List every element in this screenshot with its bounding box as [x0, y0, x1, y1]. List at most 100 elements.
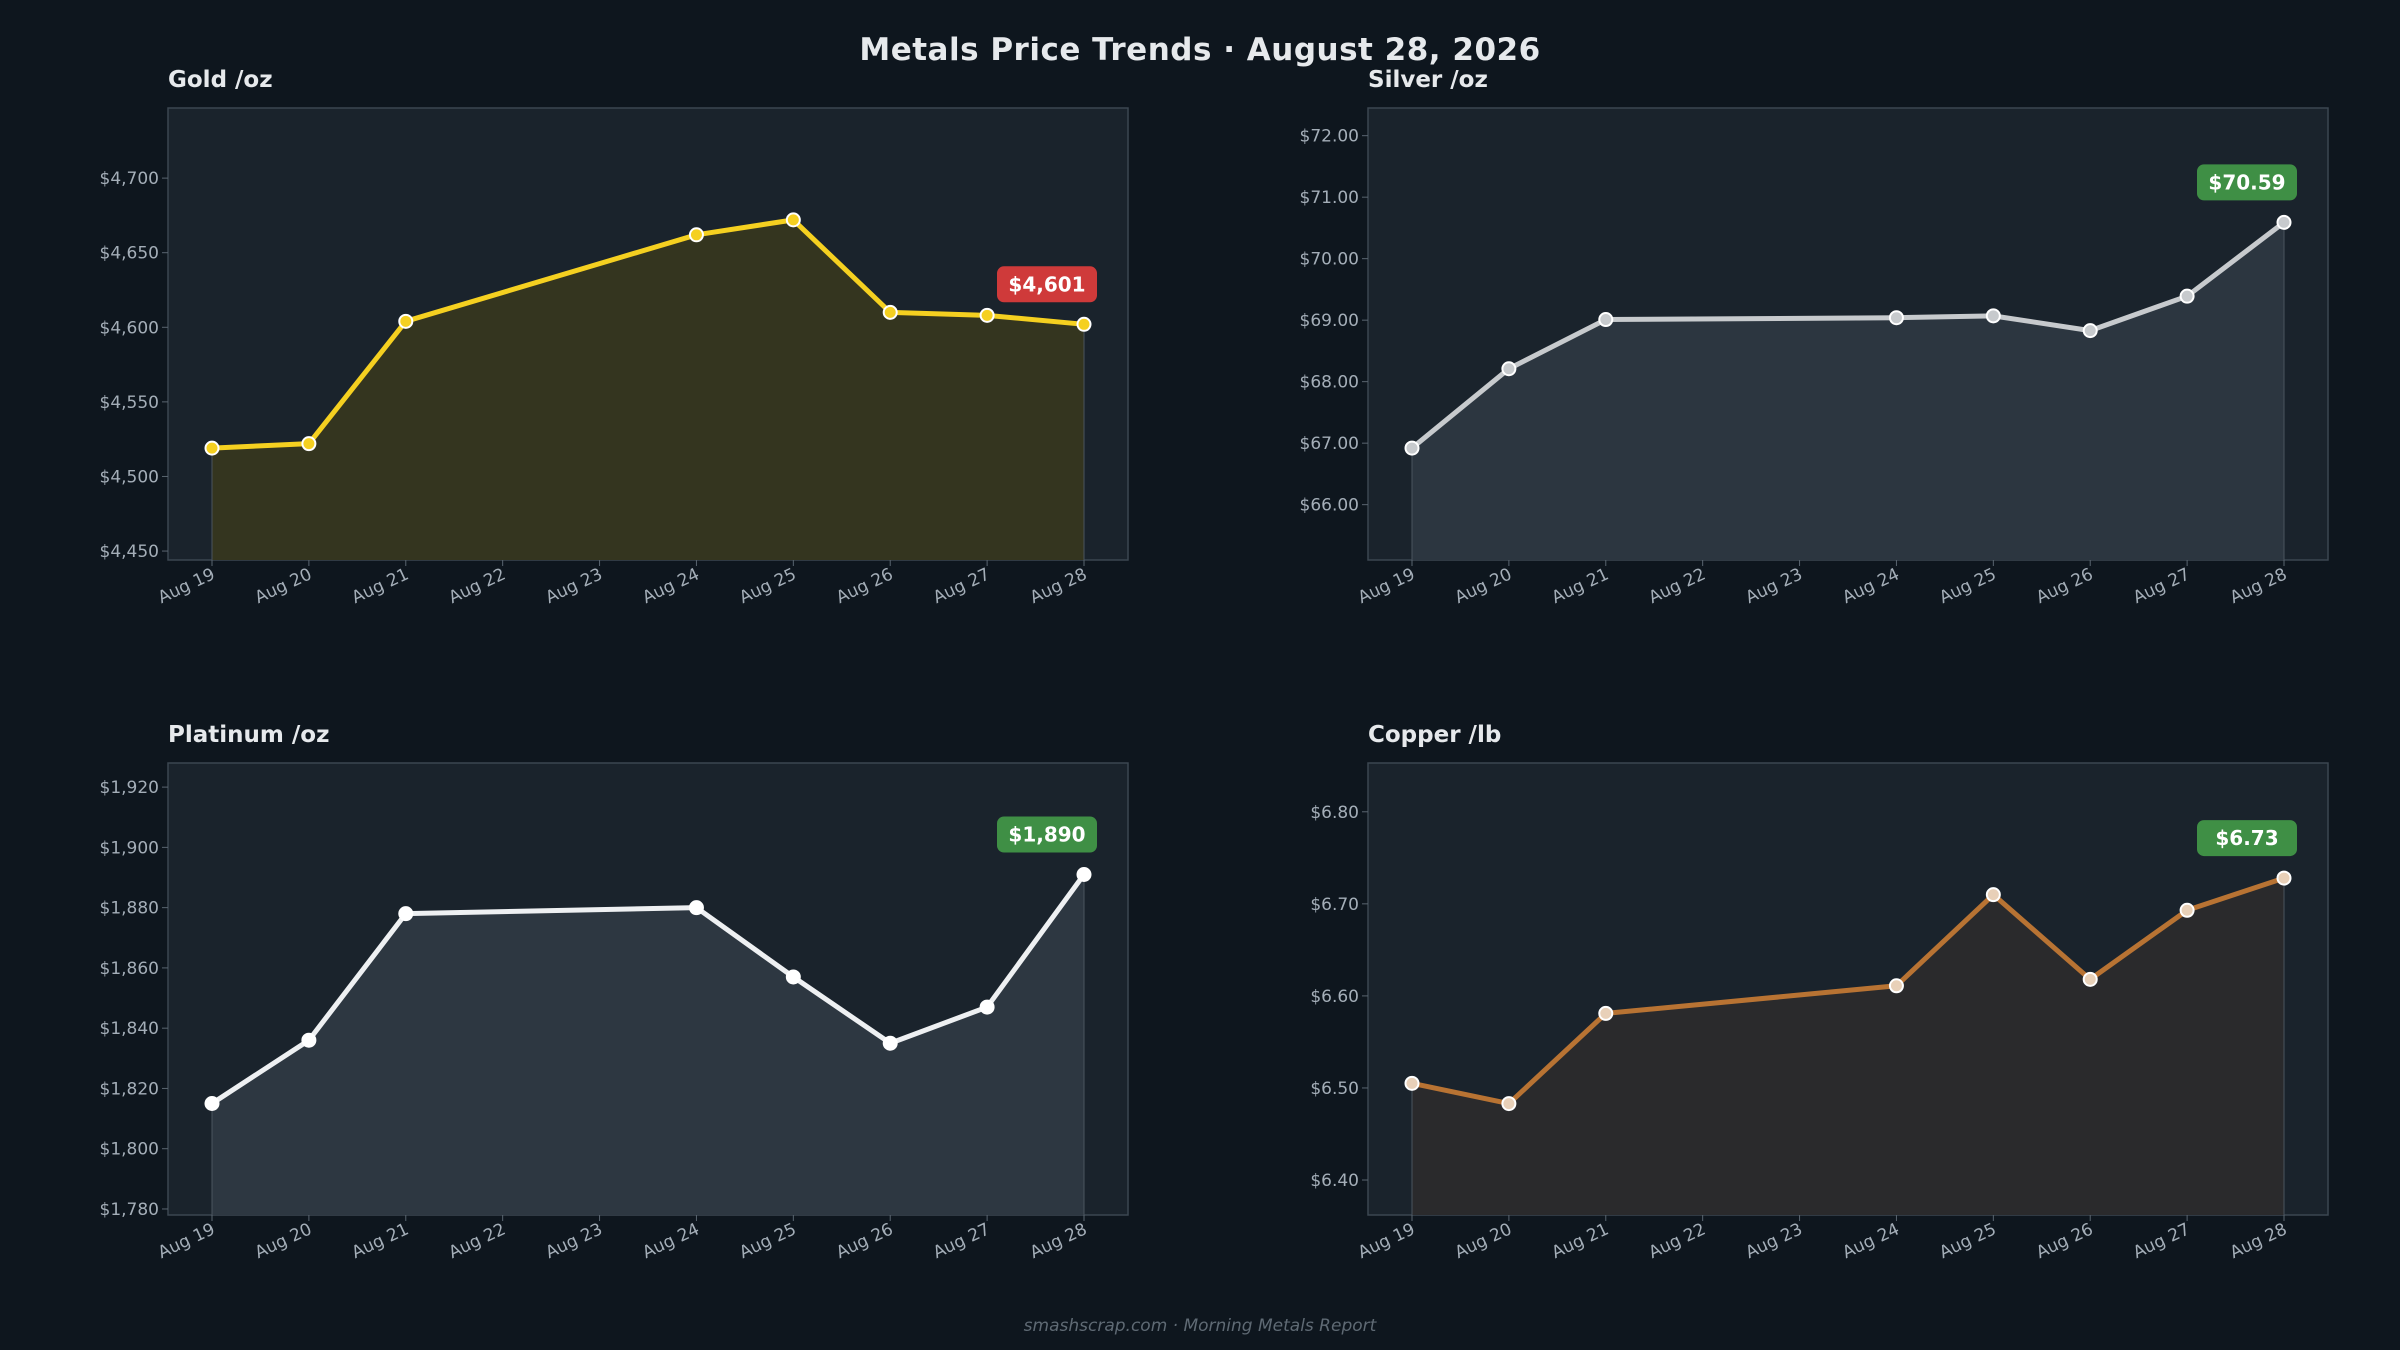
y-tick-label: $6.70 — [1310, 895, 1359, 915]
x-tick-label: Aug 20 — [1452, 564, 1515, 608]
data-point — [1076, 316, 1092, 332]
data-point — [1404, 1075, 1420, 1091]
y-tick-label: $6.40 — [1310, 1171, 1359, 1191]
x-tick-label: Aug 28 — [2227, 1219, 2290, 1263]
y-tick-label: $1,780 — [100, 1200, 159, 1220]
series-area — [212, 874, 1084, 1215]
y-tick-label: $67.00 — [1300, 434, 1359, 454]
x-tick-label: Aug 20 — [252, 1219, 315, 1263]
x-tick-label: Aug 23 — [1743, 1219, 1806, 1263]
data-point — [882, 304, 898, 320]
y-tick-label: $1,920 — [100, 778, 159, 798]
x-tick-label: Aug 22 — [1646, 1219, 1709, 1263]
data-point — [301, 436, 317, 452]
x-tick-label: Aug 28 — [1027, 564, 1090, 608]
x-tick-label: Aug 27 — [2130, 564, 2193, 608]
data-point — [688, 900, 704, 916]
x-tick-label: Aug 25 — [736, 564, 799, 608]
x-tick-label: Aug 21 — [349, 1219, 412, 1263]
series-line — [209, 871, 1087, 1107]
x-tick-label: Aug 19 — [155, 564, 218, 608]
price-badge — [2197, 164, 2297, 201]
x-tick-label: Aug 19 — [1355, 564, 1418, 608]
x-tick-label: Aug 27 — [930, 564, 993, 608]
data-point — [2082, 323, 2098, 339]
x-tick-label: Aug 20 — [252, 564, 315, 608]
price-badge-label: $1,890 — [1008, 822, 1085, 846]
data-point — [2276, 214, 2292, 230]
x-tick-label: Aug 24 — [1840, 1219, 1903, 1263]
y-tick-label: $1,900 — [100, 838, 159, 858]
data-point — [785, 969, 801, 985]
data-point — [688, 227, 704, 243]
y-tick-label: $1,820 — [100, 1079, 159, 1099]
y-tick-label: $6.80 — [1310, 803, 1359, 823]
y-tick-label: $4,450 — [100, 542, 159, 562]
data-point — [1888, 978, 1904, 994]
data-point — [2082, 971, 2098, 987]
y-tick-label: $4,700 — [100, 169, 159, 189]
price-badge-label: $4,601 — [1008, 272, 1085, 296]
x-tick-label: Aug 21 — [1549, 564, 1612, 608]
x-tick-label: Aug 19 — [155, 1219, 218, 1263]
y-tick-label: $1,860 — [100, 959, 159, 979]
data-point — [2179, 902, 2195, 918]
x-tick-label: Aug 23 — [543, 564, 606, 608]
data-point — [398, 313, 414, 329]
data-point — [1888, 310, 1904, 326]
price-badge — [2197, 820, 2297, 857]
chart-copper: Copper /lb $6.40 $6.50 $6.60 $6.70 $6.80 Aug 1… — [1310, 722, 2329, 1263]
x-tick-label: Aug 21 — [1549, 1219, 1612, 1263]
y-tick-label: $4,600 — [100, 318, 159, 338]
y-tick-label: $69.00 — [1300, 311, 1359, 331]
data-point — [1076, 866, 1092, 882]
x-tick-label: Aug 25 — [1936, 564, 1999, 608]
chart-title: Gold /oz — [168, 67, 273, 93]
data-point — [398, 906, 414, 922]
y-tick-label: $1,880 — [100, 899, 159, 919]
y-tick-label: $4,500 — [100, 467, 159, 487]
chart-silver: Silver /oz $66.00 $67.00 $68.00 $69.00 $70.00… — [1300, 67, 2329, 608]
y-tick-label: $70.00 — [1300, 250, 1359, 270]
y-tick-label: $66.00 — [1300, 496, 1359, 516]
x-tick-label: Aug 25 — [1936, 1219, 1999, 1263]
y-tick-label: $1,840 — [100, 1019, 159, 1039]
series-area — [1412, 878, 2284, 1215]
data-point — [1985, 887, 2001, 903]
y-tick-label: $72.00 — [1300, 127, 1359, 147]
y-tick-label: $4,550 — [100, 393, 159, 413]
chart-title: Platinum /oz — [168, 722, 329, 748]
x-tick-label: Aug 19 — [1355, 1219, 1418, 1263]
data-point — [979, 999, 995, 1015]
y-tick-label: $6.60 — [1310, 987, 1359, 1007]
series-line — [1409, 875, 2287, 1107]
data-point — [882, 1035, 898, 1051]
x-tick-label: Aug 27 — [930, 1219, 993, 1263]
x-tick-label: Aug 22 — [446, 1219, 509, 1263]
price-badge-label: $6.73 — [2215, 826, 2278, 850]
x-tick-label: Aug 26 — [2033, 1219, 2096, 1263]
x-tick-label: Aug 23 — [1743, 564, 1806, 608]
x-tick-label: Aug 24 — [1840, 564, 1903, 608]
footer-credit: smashscrap.com · Morning Metals Report — [1023, 1316, 1377, 1336]
chart-gold: Gold /oz $4,450 $4,500 $4,550 $4,600 $4,650 $4… — [100, 67, 1129, 608]
data-point — [1598, 1005, 1614, 1021]
data-point — [1501, 1096, 1517, 1112]
data-point — [1404, 440, 1420, 456]
data-point — [204, 1096, 220, 1112]
x-tick-label: Aug 20 — [1452, 1219, 1515, 1263]
x-tick-label: Aug 28 — [2227, 564, 2290, 608]
data-point — [1598, 312, 1614, 328]
data-point — [2276, 870, 2292, 886]
y-tick-label: $4,650 — [100, 244, 159, 264]
x-tick-label: Aug 24 — [640, 1219, 703, 1263]
chart-title: Silver /oz — [1368, 67, 1488, 93]
price-badge-label: $70.59 — [2208, 170, 2285, 194]
y-tick-label: $1,800 — [100, 1140, 159, 1160]
data-point — [204, 440, 220, 456]
price-badge — [997, 266, 1097, 303]
x-tick-label: Aug 22 — [446, 564, 509, 608]
x-tick-label: Aug 26 — [833, 1219, 896, 1263]
series-area — [212, 219, 1084, 560]
